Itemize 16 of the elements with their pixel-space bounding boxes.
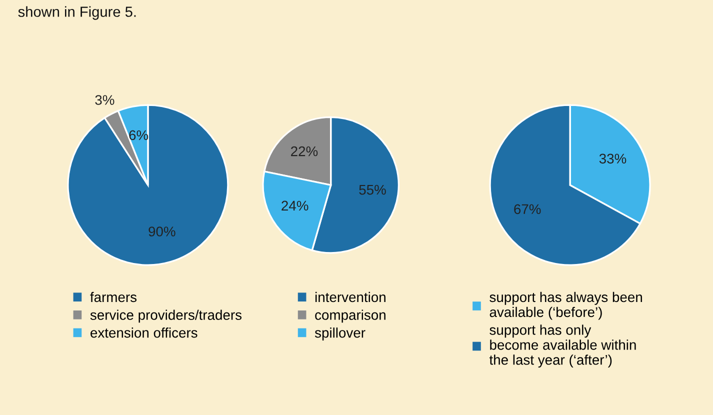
legend-label: support has only become available within the last year (‘after’)	[489, 324, 636, 368]
text: shown in Figure 5.	[18, 6, 136, 20]
data-label: 3%	[95, 95, 114, 105]
legend-label: extension officers	[90, 328, 198, 338]
legend-label: comparison	[315, 310, 386, 323]
legend-label: intervention	[315, 292, 386, 302]
data-label: 55%	[359, 184, 386, 195]
legend-label: service providers/traders	[90, 310, 242, 323]
data-label: 67%	[514, 204, 541, 214]
legend-label: spillover	[314, 328, 366, 340]
data-label: 22%	[291, 146, 318, 156]
data-label: 33%	[599, 154, 626, 164]
data-label: 24%	[282, 200, 308, 211]
legend-label: farmers	[90, 292, 137, 302]
data-label: 90%	[148, 226, 176, 236]
legend-label: support has always been available (‘before’)	[490, 292, 642, 320]
